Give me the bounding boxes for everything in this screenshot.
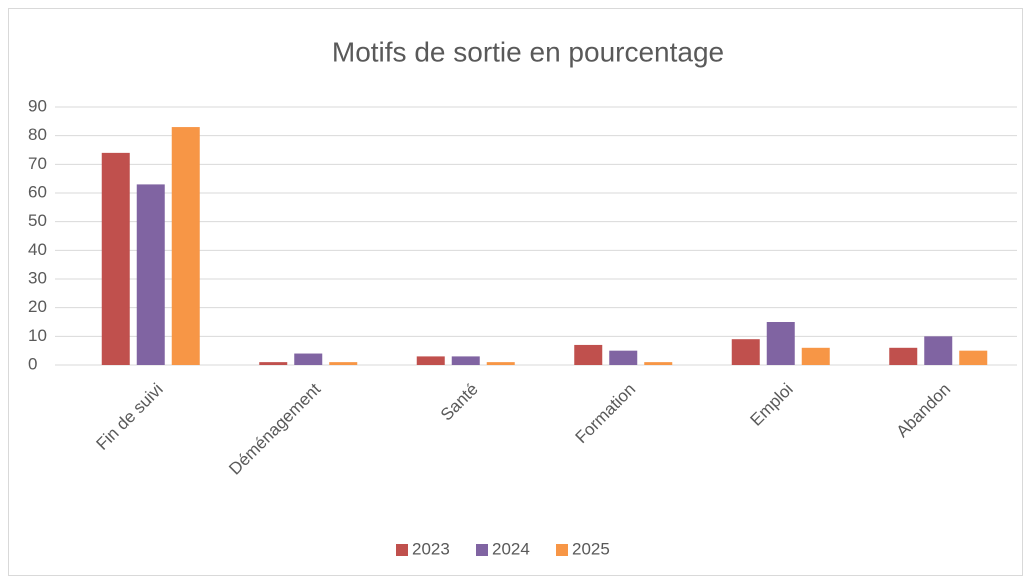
legend-label: 2024	[492, 539, 530, 558]
y-tick-label: 40	[28, 240, 47, 259]
legend-label: 2023	[412, 539, 450, 558]
bar	[136, 184, 165, 365]
legend-swatch	[396, 544, 408, 556]
bar	[609, 350, 638, 365]
bar	[294, 353, 323, 365]
y-tick-label: 70	[28, 154, 47, 173]
bar	[486, 362, 515, 365]
y-tick-label: 20	[28, 297, 47, 316]
y-tick-label: 90	[28, 96, 47, 115]
legend-swatch	[476, 544, 488, 556]
bar	[801, 347, 830, 365]
bar	[574, 344, 603, 365]
bar	[766, 322, 795, 365]
y-tick-label: 80	[28, 125, 47, 144]
bar	[171, 127, 200, 365]
bar	[259, 362, 288, 365]
bar	[644, 362, 673, 365]
bar	[451, 356, 480, 365]
chart-title: Motifs de sortie en pourcentage	[332, 36, 724, 67]
bar	[416, 356, 445, 365]
bar	[101, 152, 130, 365]
y-tick-label: 60	[28, 182, 47, 201]
legend-swatch	[556, 544, 568, 556]
y-tick-label: 30	[28, 268, 47, 287]
y-tick-label: 10	[28, 326, 47, 345]
bar	[924, 336, 953, 365]
y-tick-label: 0	[28, 354, 37, 373]
y-tick-label: 50	[28, 211, 47, 230]
legend-label: 2025	[572, 539, 610, 558]
bar	[959, 350, 988, 365]
bar	[731, 339, 760, 365]
bar	[329, 362, 358, 365]
bar	[889, 347, 918, 365]
